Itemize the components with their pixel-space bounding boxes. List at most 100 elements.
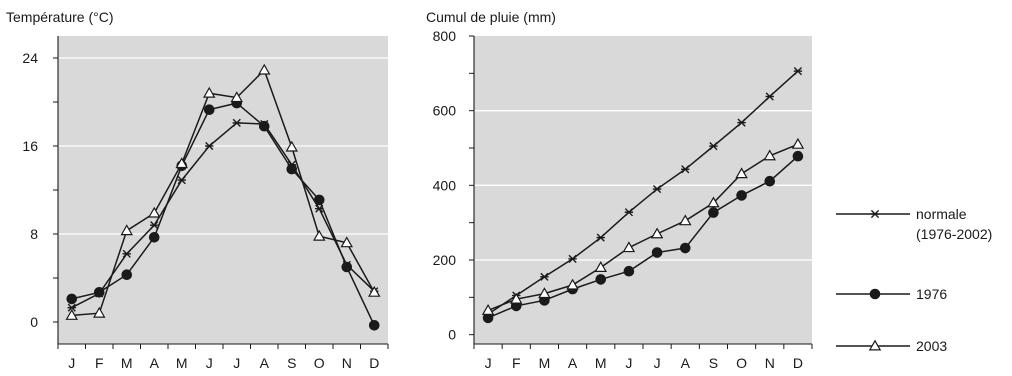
data-point-normale-d2 <box>652 184 662 194</box>
y-tick-label: 400 <box>433 177 457 193</box>
legend-marker-normale-d2 <box>870 209 880 219</box>
data-point-y1976 <box>679 242 691 254</box>
data-point-y1976 <box>595 274 607 285</box>
data-point-normale-d2 <box>681 165 690 174</box>
data-point-y1976 <box>121 269 133 281</box>
data-point-y2003 <box>175 157 188 169</box>
data-point-normale <box>652 184 662 194</box>
data-point-y1976 <box>764 175 776 187</box>
data-point-normale <box>205 141 214 151</box>
data-point-y2003 <box>707 196 720 208</box>
y-tick-label: 16 <box>22 138 38 154</box>
series-y2003 <box>65 63 381 320</box>
x-tick-label: S <box>709 355 718 371</box>
series-y2003 <box>481 137 805 315</box>
data-point-normale-d2 <box>67 303 76 312</box>
data-point-y1976 <box>66 293 78 305</box>
data-point-y2003 <box>594 261 607 272</box>
legend-label: 1976 <box>916 286 947 302</box>
x-tick-label: D <box>793 355 803 371</box>
series-line-normale <box>487 70 799 315</box>
data-point-y1976 <box>341 261 353 273</box>
data-point-normale <box>67 303 76 312</box>
data-point-normale-d2 <box>596 233 605 242</box>
data-point-normale <box>709 142 718 151</box>
legend-marker-normale <box>870 209 880 219</box>
data-point-y2003 <box>258 63 271 75</box>
legend-item-y2003: 2003 <box>836 338 947 354</box>
x-tick-label: A <box>568 355 578 371</box>
data-point-normale-d2 <box>540 272 549 281</box>
data-point-normale-d2 <box>177 176 186 185</box>
data-point-normale <box>540 272 549 281</box>
x-tick-label: J <box>654 355 661 371</box>
data-point-normale-d2 <box>205 141 214 151</box>
data-point-normale <box>596 233 605 242</box>
data-point-normale <box>177 176 186 185</box>
data-point-normale-d2 <box>793 66 803 76</box>
data-point-normale-d2 <box>624 208 634 217</box>
data-point-y2003 <box>735 167 748 179</box>
plot-area <box>474 36 812 344</box>
data-point-normale <box>122 249 131 258</box>
x-tick-label: O <box>314 355 325 371</box>
x-tick-label: N <box>765 355 775 371</box>
data-point-y1976 <box>258 120 270 132</box>
data-point-normale <box>793 66 803 76</box>
data-point-y2003 <box>285 140 298 152</box>
data-point-y2003 <box>763 149 776 161</box>
x-tick-label: M <box>121 355 133 371</box>
legend-label: (1976-2002) <box>916 226 992 242</box>
data-point-normale-d2 <box>765 92 774 101</box>
data-point-normale-d2 <box>568 254 577 263</box>
data-point-normale <box>624 208 634 217</box>
legend: normale (1976-2002) 1976 2003 <box>836 206 992 354</box>
y-axis-label: Cumul de pluie (mm) <box>426 9 556 25</box>
data-point-y1976 <box>623 265 635 277</box>
data-point-y2003 <box>538 287 551 299</box>
data-point-y2003 <box>93 306 106 318</box>
data-point-y1976 <box>313 194 325 206</box>
data-point-normale <box>150 221 159 230</box>
data-point-y2003 <box>148 206 161 218</box>
series-line-y2003 <box>487 143 799 312</box>
rainfall-chart: 0 200 400 600 800 J F M A M J J A S O N D Cumul de pluie … <box>426 9 813 371</box>
data-point-y1976 <box>736 190 747 201</box>
data-point-y2003 <box>791 137 805 149</box>
data-point-normale <box>568 254 577 263</box>
y-tick-label: 0 <box>30 314 38 330</box>
x-tick-label: S <box>287 355 296 371</box>
data-point-y2003 <box>368 285 381 297</box>
legend-label: 2003 <box>916 338 947 354</box>
x-tick-label: J <box>68 355 75 371</box>
data-point-y2003 <box>313 229 326 241</box>
data-point-normale <box>765 92 774 101</box>
data-point-y2003 <box>65 308 78 320</box>
data-point-y2003 <box>340 236 353 248</box>
data-point-y2003 <box>622 241 636 253</box>
data-point-normale <box>737 118 746 127</box>
x-tick-label: J <box>485 355 492 371</box>
x-tick-label: D <box>369 355 379 371</box>
data-point-y1976 <box>651 247 663 258</box>
data-point-normale-d2 <box>122 249 131 258</box>
x-tick-label: A <box>260 355 270 371</box>
data-point-y2003 <box>120 224 133 236</box>
data-point-y1976 <box>368 320 380 331</box>
legend-marker-y2003 <box>868 339 882 351</box>
y-tick-label: 24 <box>22 50 38 66</box>
data-point-y2003 <box>679 214 692 226</box>
x-tick-label: J <box>625 355 632 371</box>
y-axis-label: Température (°C) <box>6 9 114 25</box>
data-point-y1976 <box>792 150 804 162</box>
x-tick-label: F <box>95 355 104 371</box>
data-point-y1976 <box>708 207 719 218</box>
x-tick-label: J <box>233 355 240 371</box>
x-tick-label: J <box>206 355 213 371</box>
data-point-y2003 <box>481 303 495 315</box>
y-tick-label: 8 <box>30 226 38 242</box>
series-line-normale <box>71 122 375 309</box>
data-point-y1976 <box>93 287 105 298</box>
plot-area <box>58 36 388 344</box>
